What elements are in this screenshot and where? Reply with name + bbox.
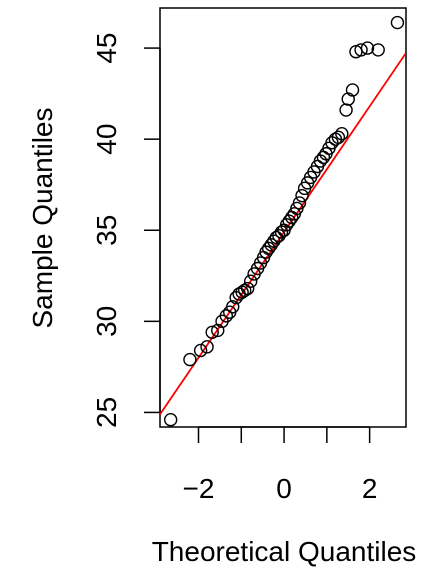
data-point xyxy=(274,225,289,239)
y-tick-label: 35 xyxy=(91,215,122,246)
data-point xyxy=(259,245,273,259)
data-point xyxy=(339,103,353,117)
data-point xyxy=(219,309,234,323)
data-point xyxy=(200,340,214,354)
plot-area xyxy=(159,7,407,428)
x-axis-label: Theoretical Quantiles xyxy=(152,536,417,567)
x-tick-label: 2 xyxy=(362,473,378,504)
x-axis: −2 0 2 xyxy=(183,426,378,504)
x-tick-label: −2 xyxy=(183,473,215,504)
data-point xyxy=(163,413,178,427)
points-layer xyxy=(163,15,405,427)
data-point xyxy=(331,130,346,145)
data-point xyxy=(292,196,307,210)
reference-line xyxy=(160,52,406,415)
data-point xyxy=(243,274,258,288)
data-point xyxy=(354,43,368,57)
y-tick-label: 40 xyxy=(91,124,122,155)
data-point xyxy=(335,126,349,141)
y-axis-label: Sample Quantiles xyxy=(27,107,58,328)
data-point xyxy=(193,343,208,358)
data-point xyxy=(241,281,255,296)
y-tick-label: 25 xyxy=(91,397,122,428)
data-point xyxy=(211,323,225,338)
data-point xyxy=(261,241,276,256)
data-point xyxy=(226,300,240,314)
data-point xyxy=(279,218,294,232)
data-point xyxy=(371,43,385,57)
data-point xyxy=(341,92,355,106)
data-point xyxy=(282,214,296,228)
reference-line-layer xyxy=(160,52,406,415)
y-tick-label: 45 xyxy=(91,33,122,64)
data-point xyxy=(238,283,252,298)
data-point xyxy=(345,83,360,97)
data-point xyxy=(316,150,331,165)
y-axis: 25 30 35 40 45 xyxy=(91,33,161,428)
data-point xyxy=(264,238,278,252)
plot-frame xyxy=(159,7,407,428)
data-point xyxy=(360,41,375,55)
data-point xyxy=(295,188,309,203)
data-point xyxy=(183,352,197,367)
x-tick-label: 0 xyxy=(276,473,292,504)
data-point xyxy=(390,15,405,30)
data-point xyxy=(205,325,219,339)
y-tick-label: 30 xyxy=(91,306,122,337)
